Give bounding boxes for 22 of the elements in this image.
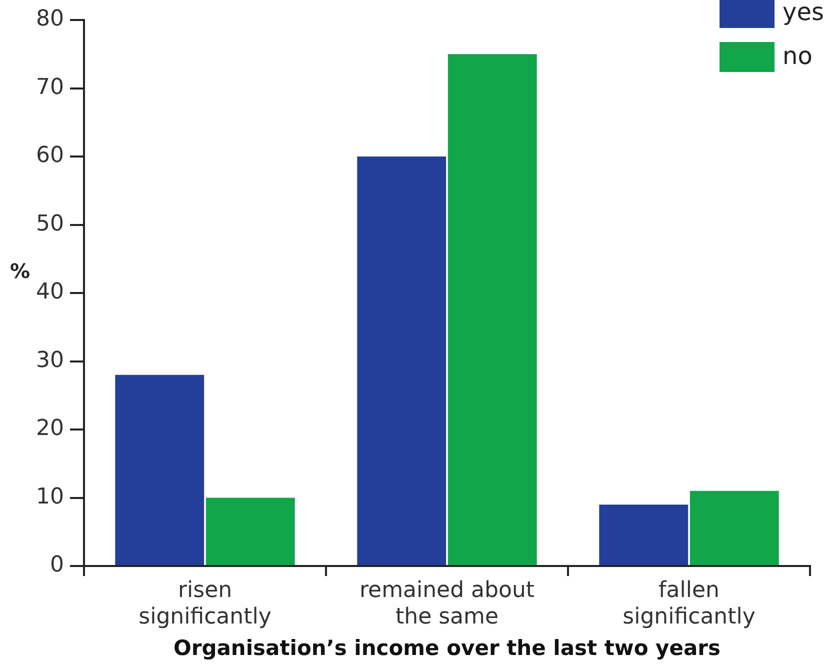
y-tick-label: 40 [36, 280, 64, 305]
x-axis-title: Organisation’s income over the last two years [173, 636, 721, 660]
y-tick-label: 20 [36, 416, 64, 442]
legend-label: yes [782, 0, 824, 26]
y-tick-label: 0 [50, 552, 64, 578]
bar [357, 156, 446, 565]
bar [690, 490, 779, 565]
y-axis-title: % [10, 259, 30, 284]
x-tick-label: risen significantly [138, 578, 272, 630]
y-tick-label: 80 [36, 6, 64, 32]
y-tick-label: 30 [36, 348, 64, 373]
y-tick-label: 70 [36, 74, 64, 100]
y-tick-label: 10 [36, 484, 64, 510]
x-tick-label: fallen significantly [622, 578, 756, 630]
x-tick-label: remained about the same [359, 578, 535, 630]
y-tick-label: 50 [36, 211, 64, 236]
bar [448, 54, 537, 565]
legend-label: no [782, 42, 812, 70]
bar [115, 374, 204, 565]
y-tick-label: 60 [36, 143, 64, 168]
bar [206, 498, 295, 565]
bar [599, 504, 688, 565]
